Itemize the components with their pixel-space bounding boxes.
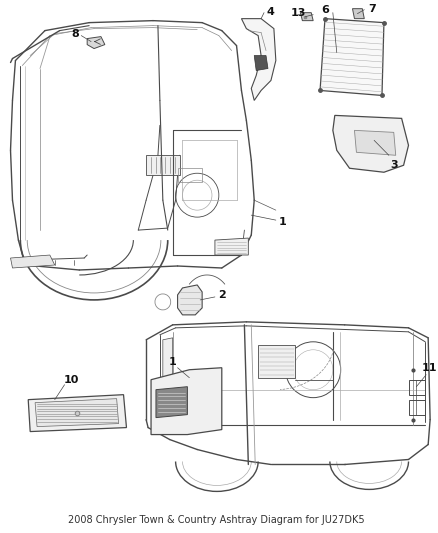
Text: 4: 4 xyxy=(267,7,275,17)
Text: 1: 1 xyxy=(279,217,286,227)
Polygon shape xyxy=(353,9,364,19)
Text: 7: 7 xyxy=(368,4,376,14)
Polygon shape xyxy=(11,255,55,268)
Polygon shape xyxy=(300,13,313,21)
Text: 8: 8 xyxy=(71,29,79,38)
Polygon shape xyxy=(320,19,384,95)
Polygon shape xyxy=(254,55,268,70)
Polygon shape xyxy=(151,368,222,434)
Text: 3: 3 xyxy=(390,160,398,170)
Polygon shape xyxy=(333,116,409,172)
Polygon shape xyxy=(28,394,127,432)
Polygon shape xyxy=(354,131,396,155)
Text: 2: 2 xyxy=(218,290,226,300)
Text: 1: 1 xyxy=(169,357,177,367)
Polygon shape xyxy=(241,19,276,100)
Polygon shape xyxy=(156,386,187,417)
Text: 2008 Chrysler Town & Country Ashtray Diagram for JU27DK5: 2008 Chrysler Town & Country Ashtray Dia… xyxy=(67,515,364,526)
Polygon shape xyxy=(215,238,248,255)
Polygon shape xyxy=(258,345,296,378)
Polygon shape xyxy=(163,338,173,422)
Polygon shape xyxy=(35,399,119,426)
Text: 11: 11 xyxy=(421,363,437,373)
Text: 10: 10 xyxy=(64,375,79,385)
Text: 6: 6 xyxy=(321,5,329,15)
Polygon shape xyxy=(146,155,180,175)
Polygon shape xyxy=(87,37,105,49)
Text: 13: 13 xyxy=(291,7,306,18)
Polygon shape xyxy=(177,285,202,315)
